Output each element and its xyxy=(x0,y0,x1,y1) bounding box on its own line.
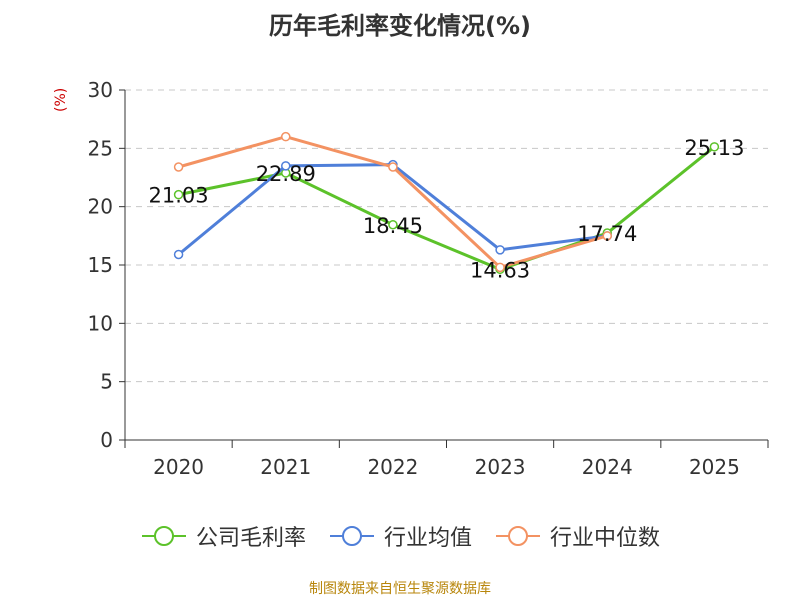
data-point-industry-median xyxy=(602,231,612,241)
legend-label-industry-avg: 行业均值 xyxy=(383,526,472,551)
data-point-industry-avg xyxy=(495,245,505,255)
chart-title: 历年毛利率变化情况(%) xyxy=(269,12,531,40)
data-point-company xyxy=(173,189,184,200)
legend-swatch-industry-avg xyxy=(329,526,374,546)
y-tick-label: 20 xyxy=(88,195,113,219)
legend-item-industry-median[interactable]: 行业中位数 xyxy=(494,520,660,552)
data-point-company xyxy=(388,220,398,230)
data-point-company xyxy=(709,142,720,152)
x-tick-label: 2024 xyxy=(582,455,633,479)
data-label: 14.63 xyxy=(470,258,530,282)
grid-layer xyxy=(125,89,768,383)
data-point-industry-median xyxy=(388,162,398,172)
y-tick-label: 0 xyxy=(100,428,113,452)
y-tick-label: 10 xyxy=(88,311,113,335)
x-tick-label: 2022 xyxy=(367,455,418,479)
data-label: 18.45 xyxy=(363,214,423,238)
x-tick-label: 2025 xyxy=(689,455,740,479)
data-point-industry-avg xyxy=(173,249,184,260)
x-tick-label: 2023 xyxy=(475,455,526,479)
data-label: 22.89 xyxy=(256,162,316,186)
legend-item-company[interactable]: 公司毛利率 xyxy=(140,520,306,552)
data-label: 21.03 xyxy=(149,184,209,208)
legend-swatch-industry-median xyxy=(496,526,540,546)
y-tick-label: 25 xyxy=(88,136,113,160)
data-point-industry-median xyxy=(281,131,291,142)
legend-swatch-company xyxy=(141,526,186,546)
data-point-industry-avg xyxy=(281,161,291,171)
legend-item-industry-avg[interactable]: 行业均值 xyxy=(328,520,472,552)
legend-label-industry-median: 行业中位数 xyxy=(550,526,661,551)
data-label-layer: 21.03 22.89 18.45 14.63 17.74 25.13 xyxy=(149,136,745,283)
x-tick-label: 2021 xyxy=(260,455,311,479)
data-point-industry-median xyxy=(495,262,505,273)
data-label: 17.74 xyxy=(577,222,637,246)
series-layer xyxy=(173,131,720,275)
series-line-company xyxy=(178,145,716,271)
source-note: 制图数据来自恒生聚源数据库 xyxy=(309,581,491,597)
x-tick-label: 2020 xyxy=(153,455,204,479)
data-label: 25.13 xyxy=(684,136,744,160)
legend: 公司毛利率 行业均值 行业中位数 xyxy=(0,520,800,552)
y-tick-label: 5 xyxy=(100,370,113,394)
series-line-industry-avg xyxy=(177,163,608,256)
legend-label-company: 公司毛利率 xyxy=(195,526,306,551)
y-tick-label: 30 xyxy=(88,78,113,102)
data-point-industry-median xyxy=(173,162,184,172)
y-tick-label: 15 xyxy=(88,253,113,277)
